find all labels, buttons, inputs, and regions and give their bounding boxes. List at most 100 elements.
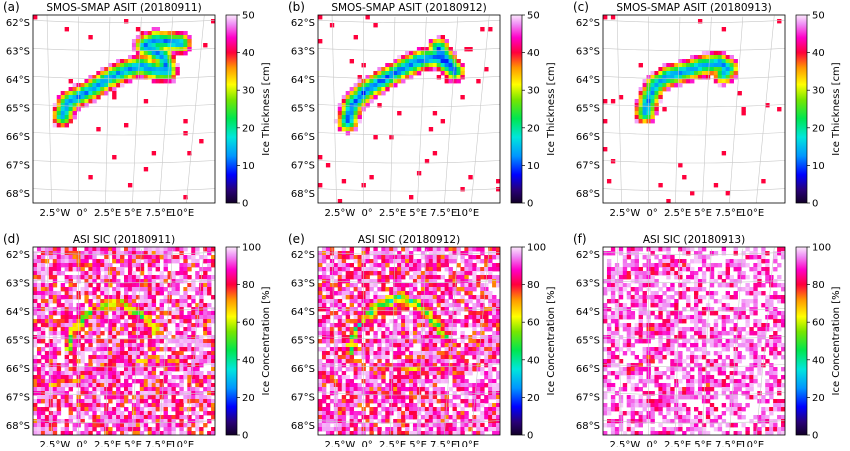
lat-tick-label: 64°S (576, 307, 600, 318)
lat-tick-label: 67°S (291, 161, 315, 172)
lat-tick-label: 62°S (6, 18, 30, 29)
colorbar-tick-label: 100 (812, 243, 831, 254)
lat-tick-label: 68°S (576, 189, 600, 200)
panel-title: SMOS-SMAP ASIT (20180912) (331, 2, 486, 14)
lat-tick-label: 67°S (576, 393, 600, 404)
lat-tick-label: 62°S (576, 250, 600, 261)
colorbar-tick-label: 20 (527, 123, 540, 134)
lon-tick-label: 2.5°E (379, 440, 406, 447)
colorbar-tick-label: 80 (812, 280, 825, 291)
lat-tick-label: 64°S (6, 75, 30, 86)
lat-tick-label: 62°S (291, 18, 315, 29)
colorbar-tick-label: 100 (242, 243, 261, 254)
colorbar-tick-label: 20 (242, 123, 255, 134)
lon-tick-label: 2.5°W (609, 208, 640, 219)
colorbar-tick-label: 10 (527, 161, 540, 172)
colorbar-tick-label: 80 (242, 280, 255, 291)
colorbar-tick-label: 20 (242, 393, 255, 404)
colorbar (226, 15, 237, 203)
lon-tick-label: 2.5°W (609, 440, 640, 447)
colorbar (796, 15, 807, 203)
colorbar (511, 15, 522, 203)
panel-title: SMOS-SMAP ASIT (20180911) (46, 2, 201, 14)
panel-label: (a) (3, 0, 20, 14)
heatmap (33, 247, 215, 435)
colorbar-tick-label: 0 (242, 431, 248, 442)
lon-tick-label: 0° (646, 440, 657, 447)
lon-tick-label: 0° (646, 208, 657, 219)
lat-tick-label: 68°S (291, 189, 315, 200)
lon-tick-label: 7.5°E (715, 440, 742, 447)
colorbar-label: Ice Thickness [cm] (261, 62, 272, 156)
lon-tick-label: 7.5°E (430, 208, 457, 219)
lat-tick-label: 64°S (576, 75, 600, 86)
lat-tick-label: 65°S (576, 104, 600, 115)
lat-tick-label: 62°S (6, 250, 30, 261)
colorbar-tick-label: 0 (812, 431, 818, 442)
lon-tick-label: 10°E (455, 208, 479, 219)
lon-tick-label: 2.5°W (324, 440, 355, 447)
panel-label: (d) (3, 232, 20, 246)
lon-tick-label: 0° (76, 440, 87, 447)
lon-tick-label: 2.5°E (94, 440, 121, 447)
colorbar-tick-label: 50 (242, 11, 255, 22)
lon-tick-label: 2.5°E (664, 440, 691, 447)
lon-tick-label: 2.5°E (94, 208, 121, 219)
colorbar-tick-label: 40 (527, 48, 540, 59)
lat-tick-label: 66°S (6, 364, 30, 375)
lat-tick-label: 62°S (576, 18, 600, 29)
lon-tick-label: 10°E (170, 440, 194, 447)
panel-label: (b) (288, 0, 305, 14)
lon-tick-label: 2.5°W (39, 440, 70, 447)
lat-tick-label: 67°S (6, 161, 30, 172)
lat-tick-label: 67°S (291, 393, 315, 404)
lon-tick-label: 5°E (694, 440, 712, 447)
lat-tick-label: 66°S (576, 364, 600, 375)
colorbar-tick-label: 0 (242, 199, 248, 210)
panel-title: ASI SIC (20180913) (643, 234, 745, 246)
colorbar-tick-label: 50 (527, 11, 540, 22)
lon-tick-label: 10°E (170, 208, 194, 219)
panel-title: ASI SIC (20180911) (73, 234, 175, 246)
map-background (603, 15, 785, 203)
heatmap (318, 247, 500, 435)
lat-tick-label: 66°S (291, 364, 315, 375)
lon-tick-label: 5°E (694, 208, 712, 219)
lon-tick-label: 0° (76, 208, 87, 219)
lat-tick-label: 65°S (291, 336, 315, 347)
colorbar-tick-label: 10 (242, 161, 255, 172)
lat-tick-label: 68°S (291, 421, 315, 432)
colorbar (796, 247, 807, 435)
colorbar-tick-label: 0 (812, 199, 818, 210)
colorbar-tick-label: 40 (812, 355, 825, 366)
colorbar-tick-label: 80 (527, 280, 540, 291)
colorbar-label: Ice Thickness [cm] (546, 62, 557, 156)
lon-tick-label: 5°E (124, 208, 142, 219)
lat-tick-label: 63°S (291, 47, 315, 58)
lat-tick-label: 63°S (6, 279, 30, 290)
lon-tick-label: 5°E (409, 440, 427, 447)
colorbar-tick-label: 30 (242, 86, 255, 97)
panel-title: ASI SIC (20180912) (358, 234, 460, 246)
lat-tick-label: 63°S (576, 47, 600, 58)
lat-tick-label: 68°S (6, 421, 30, 432)
colorbar-tick-label: 60 (812, 318, 825, 329)
lon-tick-label: 2.5°E (664, 208, 691, 219)
lat-tick-label: 66°S (291, 132, 315, 143)
lat-tick-label: 63°S (576, 279, 600, 290)
colorbar-tick-label: 30 (812, 86, 825, 97)
colorbar-tick-label: 40 (242, 355, 255, 366)
colorbar (226, 247, 237, 435)
panel-label: (e) (288, 232, 305, 246)
lon-tick-label: 0° (361, 208, 372, 219)
colorbar-tick-label: 20 (812, 123, 825, 134)
colorbar-tick-label: 20 (812, 393, 825, 404)
lat-tick-label: 68°S (576, 421, 600, 432)
lat-tick-label: 63°S (291, 279, 315, 290)
lon-tick-label: 2.5°W (324, 208, 355, 219)
colorbar-tick-label: 0 (527, 431, 533, 442)
